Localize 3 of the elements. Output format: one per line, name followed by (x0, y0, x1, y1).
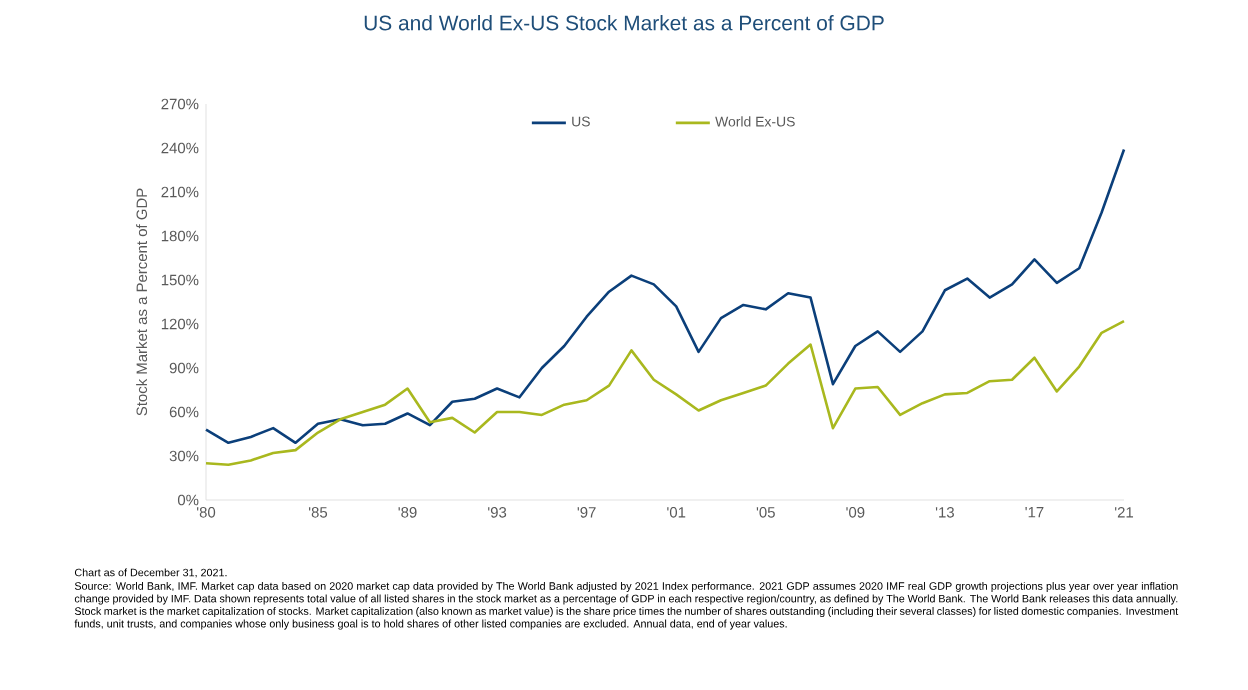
line-series (204, 319, 1126, 467)
line-series (204, 148, 1126, 445)
chart-title: US and World Ex-US Stock Market as a Percent of GDP (364, 15, 884, 31)
